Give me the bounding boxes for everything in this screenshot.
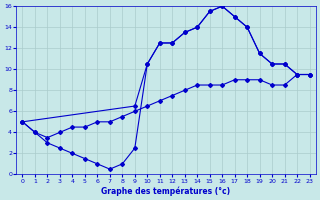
X-axis label: Graphe des températures (°c): Graphe des températures (°c) <box>101 186 231 196</box>
